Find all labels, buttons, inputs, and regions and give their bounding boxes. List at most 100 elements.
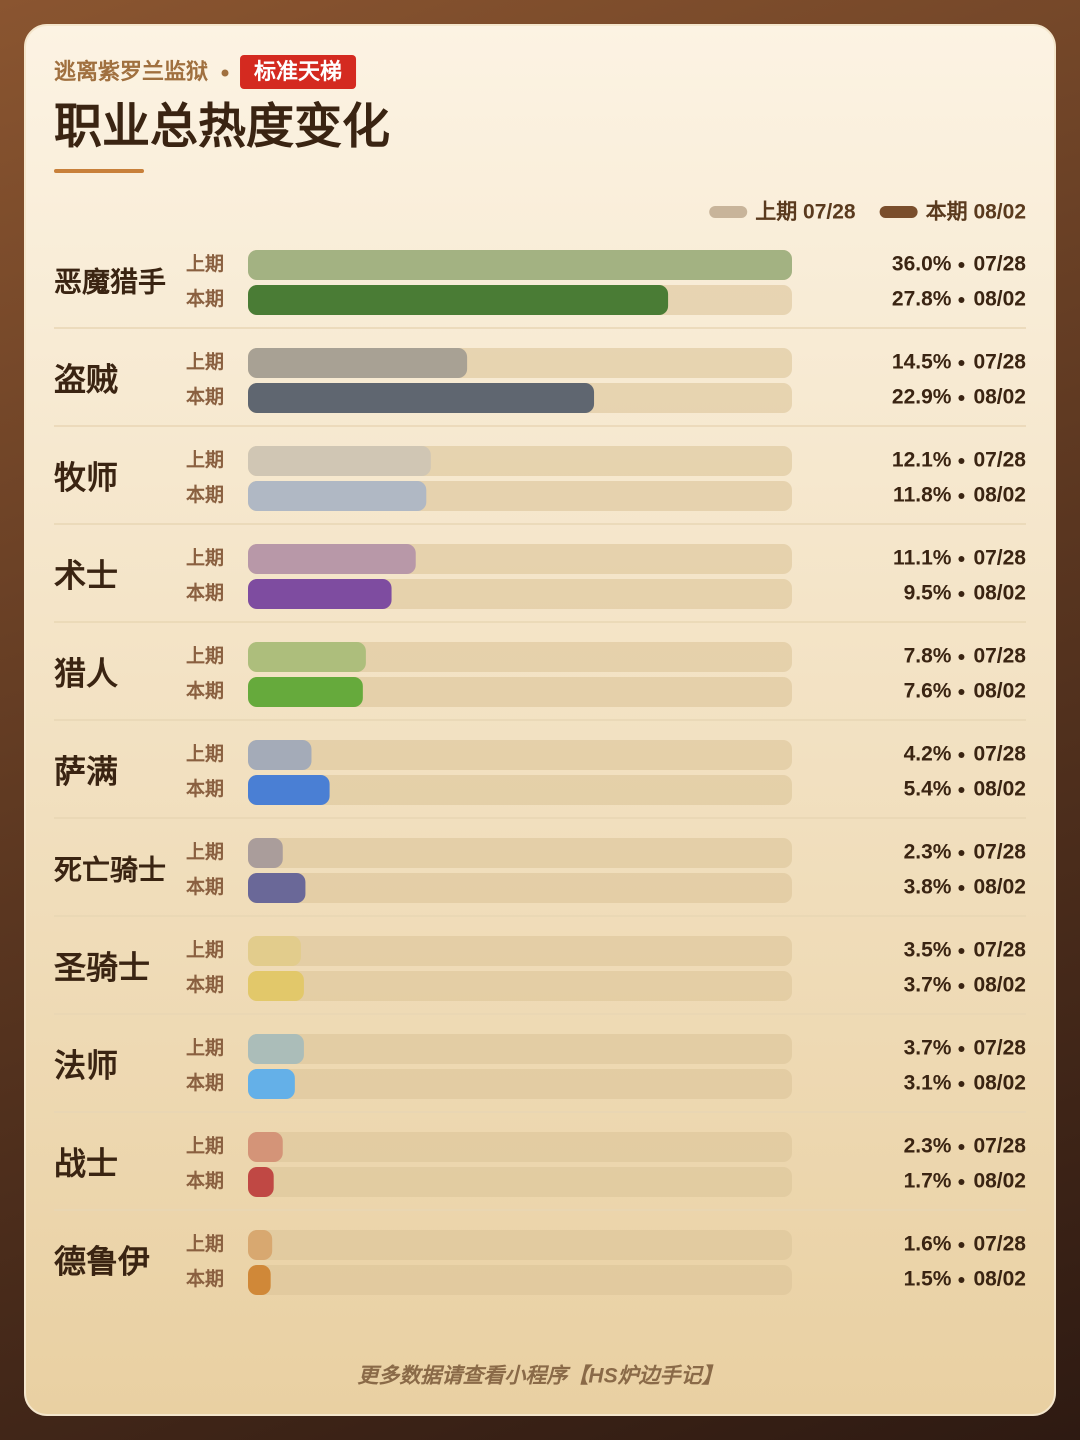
row-label: 上期 xyxy=(186,939,224,961)
value-date: 07/28 xyxy=(973,939,1026,962)
value-separator xyxy=(958,850,965,856)
value-label: 4.2% xyxy=(904,743,952,766)
bar xyxy=(248,1230,273,1260)
bar xyxy=(248,1034,304,1064)
value-label: 3.8% xyxy=(904,876,952,899)
category-label: 德鲁伊 xyxy=(54,1243,150,1279)
bar xyxy=(248,481,427,511)
bar xyxy=(248,348,468,378)
value-separator xyxy=(958,885,965,891)
value-date: 07/28 xyxy=(973,743,1026,766)
value-label: 22.9% xyxy=(892,386,952,409)
value-label: 7.8% xyxy=(904,645,952,668)
value-label: 2.3% xyxy=(904,1135,952,1158)
value-separator xyxy=(958,752,965,758)
subtitle: 逃离紫罗兰监狱 xyxy=(54,59,208,84)
title-underline xyxy=(54,169,144,173)
legend-label: 本期 08/02 xyxy=(926,201,1026,224)
value-date: 08/02 xyxy=(973,974,1026,997)
bar xyxy=(248,740,312,770)
value-separator xyxy=(958,1046,965,1052)
value-label: 1.6% xyxy=(904,1233,952,1256)
value-separator xyxy=(958,983,965,989)
bar xyxy=(248,285,669,315)
value-separator xyxy=(958,556,965,562)
bar xyxy=(248,1069,295,1099)
value-separator xyxy=(958,1277,965,1283)
bar xyxy=(248,383,595,413)
value-separator xyxy=(958,1242,965,1248)
row-label: 上期 xyxy=(186,841,224,863)
value-separator xyxy=(958,689,965,695)
row-label: 上期 xyxy=(186,645,224,667)
value-separator xyxy=(958,948,965,954)
category-label: 战士 xyxy=(54,1145,118,1181)
row-label: 本期 xyxy=(186,973,224,996)
category-label: 盗贼 xyxy=(54,361,118,397)
value-date: 08/02 xyxy=(973,1170,1026,1193)
value-date: 08/02 xyxy=(973,680,1026,703)
value-label: 3.7% xyxy=(904,974,952,997)
bar-track xyxy=(248,740,792,770)
value-separator xyxy=(958,360,965,366)
row-label: 本期 xyxy=(186,679,224,702)
bar xyxy=(248,838,283,868)
value-date: 07/28 xyxy=(973,547,1026,570)
bar xyxy=(248,873,306,903)
value-date: 08/02 xyxy=(973,1072,1026,1095)
category-label: 法师 xyxy=(54,1047,118,1083)
category-label: 牧师 xyxy=(54,459,118,495)
value-date: 07/28 xyxy=(973,351,1026,374)
row-label: 上期 xyxy=(186,1037,224,1059)
value-label: 1.7% xyxy=(904,1170,952,1193)
value-date: 07/28 xyxy=(973,841,1026,864)
bar xyxy=(248,1265,271,1295)
value-label: 3.1% xyxy=(904,1072,952,1095)
value-label: 27.8% xyxy=(892,288,952,311)
value-label: 11.8% xyxy=(893,484,952,507)
bar-track xyxy=(248,1132,792,1162)
bar xyxy=(248,250,792,280)
row-label: 上期 xyxy=(186,1233,224,1255)
value-date: 08/02 xyxy=(973,484,1026,507)
bar-track xyxy=(248,1034,792,1064)
bar xyxy=(248,1132,283,1162)
value-date: 08/02 xyxy=(973,386,1026,409)
bar-track xyxy=(248,775,792,805)
bar-track xyxy=(248,873,792,903)
badge xyxy=(240,55,357,89)
bar xyxy=(248,642,366,672)
row-label: 本期 xyxy=(186,777,224,800)
bar-track xyxy=(248,1230,792,1260)
value-date: 07/28 xyxy=(973,1135,1026,1158)
row-label: 上期 xyxy=(186,547,224,569)
footer: 更多数据请查看小程序【HS炉边手记】 xyxy=(357,1364,722,1388)
bar-track xyxy=(248,936,792,966)
value-date: 07/28 xyxy=(973,645,1026,668)
row-label: 上期 xyxy=(186,253,224,275)
bar-track xyxy=(248,1265,792,1295)
bar-track xyxy=(248,971,792,1001)
value-label: 36.0% xyxy=(892,253,952,276)
row-label: 上期 xyxy=(186,449,224,471)
category-label: 圣骑士 xyxy=(54,949,150,985)
bar xyxy=(248,1167,274,1197)
value-label: 12.1% xyxy=(892,449,952,472)
legend-swatch xyxy=(879,206,918,218)
bar xyxy=(248,677,363,707)
value-date: 08/02 xyxy=(973,1268,1026,1291)
row-label: 本期 xyxy=(186,385,224,408)
bar-track xyxy=(248,642,792,672)
value-label: 7.6% xyxy=(904,680,952,703)
value-separator xyxy=(958,654,965,660)
row-label: 上期 xyxy=(186,743,224,765)
value-date: 07/28 xyxy=(973,449,1026,472)
value-date: 08/02 xyxy=(973,582,1026,605)
category-label: 恶魔猎手 xyxy=(54,266,166,297)
value-separator xyxy=(958,1081,965,1087)
bar-track xyxy=(248,1167,792,1197)
value-separator xyxy=(958,787,965,793)
bar xyxy=(248,544,416,574)
